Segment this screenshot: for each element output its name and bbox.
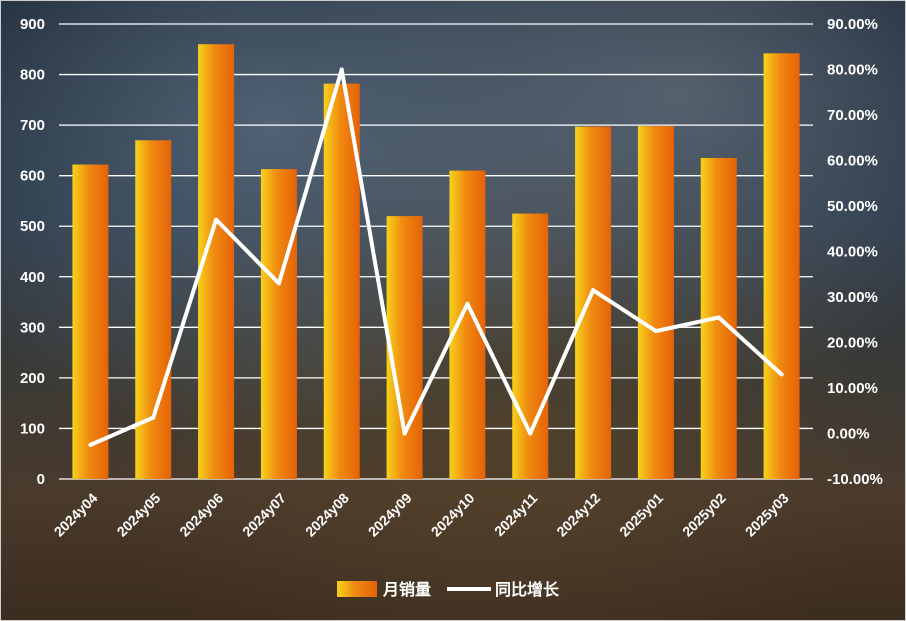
- bar: [637, 126, 674, 479]
- y-right-tick-label: -10.00%: [827, 471, 883, 488]
- y-right-tick-label: 80.00%: [827, 62, 878, 79]
- line-point: [88, 442, 93, 447]
- y-left-tick-label: 900: [20, 16, 45, 33]
- y-left-tick-label: 300: [20, 319, 45, 336]
- bar: [512, 213, 549, 480]
- legend: 月销量 同比增长: [337, 580, 560, 599]
- y-right-tick-label: 20.00%: [827, 335, 878, 352]
- y-left-tick-label: 800: [20, 67, 45, 84]
- x-tick-label: 2024y05: [114, 490, 164, 540]
- bar: [135, 140, 172, 479]
- bar: [260, 169, 297, 479]
- x-tick-label: 2024y12: [553, 490, 603, 540]
- line-point: [402, 431, 407, 436]
- y-left-tick-label: 400: [20, 269, 45, 286]
- line-point: [716, 315, 721, 320]
- legend-bar-swatch: [337, 581, 377, 597]
- x-tick-label: 2025y02: [679, 490, 729, 540]
- line-series: [88, 67, 784, 447]
- x-tick-label: 2024y08: [302, 490, 352, 540]
- y-right-tick-label: 40.00%: [827, 244, 878, 261]
- bar: [763, 53, 800, 479]
- bar: [72, 164, 109, 480]
- x-tick-label: 2024y09: [365, 490, 415, 540]
- legend-line-label: 同比增长: [495, 580, 560, 599]
- line-point: [465, 301, 470, 306]
- line-point: [276, 281, 281, 286]
- x-tick-label: 2024y07: [239, 490, 289, 540]
- y-right-tick-label: 70.00%: [827, 107, 878, 124]
- bar-series: [72, 44, 800, 480]
- y-axis-left: 0 100 200 300 400 500 600 700 800 900: [20, 16, 45, 488]
- y-left-tick-label: 600: [20, 168, 45, 185]
- line-point: [151, 415, 156, 420]
- yoy-growth-line: [89, 67, 783, 447]
- y-right-tick-label: 10.00%: [827, 380, 878, 397]
- legend-bar-label: 月销量: [382, 580, 431, 599]
- line-point: [339, 67, 344, 72]
- y-axis-right: -10.00% 0.00% 10.00% 20.00% 30.00% 40.00% 50.0…: [827, 16, 883, 488]
- y-left-tick-label: 200: [20, 370, 45, 387]
- y-right-tick-label: 60.00%: [827, 153, 878, 170]
- line-point: [779, 372, 784, 377]
- line-point: [214, 217, 219, 222]
- line-point: [591, 288, 596, 293]
- y-left-tick-label: 500: [20, 218, 45, 235]
- x-tick-label: 2024y06: [176, 490, 226, 540]
- line-point: [528, 431, 533, 436]
- y-right-tick-label: 0.00%: [827, 426, 870, 443]
- x-tick-label: 2025y01: [616, 490, 666, 540]
- x-axis: 2024y04 2024y05 2024y06 2024y07 2024y08 2024y…: [51, 490, 792, 540]
- y-left-tick-label: 0: [37, 471, 45, 488]
- line-point: [653, 329, 658, 334]
- bar: [386, 216, 423, 479]
- y-left-tick-label: 700: [20, 117, 45, 134]
- x-tick-label: 2025y03: [742, 490, 792, 540]
- bar: [449, 170, 486, 479]
- bar: [575, 126, 612, 479]
- y-right-tick-label: 90.00%: [827, 16, 878, 33]
- x-tick-label: 2024y10: [428, 490, 478, 540]
- x-tick-label: 2024y04: [51, 490, 101, 540]
- x-tick-label: 2024y11: [491, 490, 540, 539]
- gridlines: [59, 23, 813, 480]
- y-left-tick-label: 100: [20, 420, 45, 437]
- y-right-tick-label: 30.00%: [827, 289, 878, 306]
- y-right-tick-label: 50.00%: [827, 198, 878, 215]
